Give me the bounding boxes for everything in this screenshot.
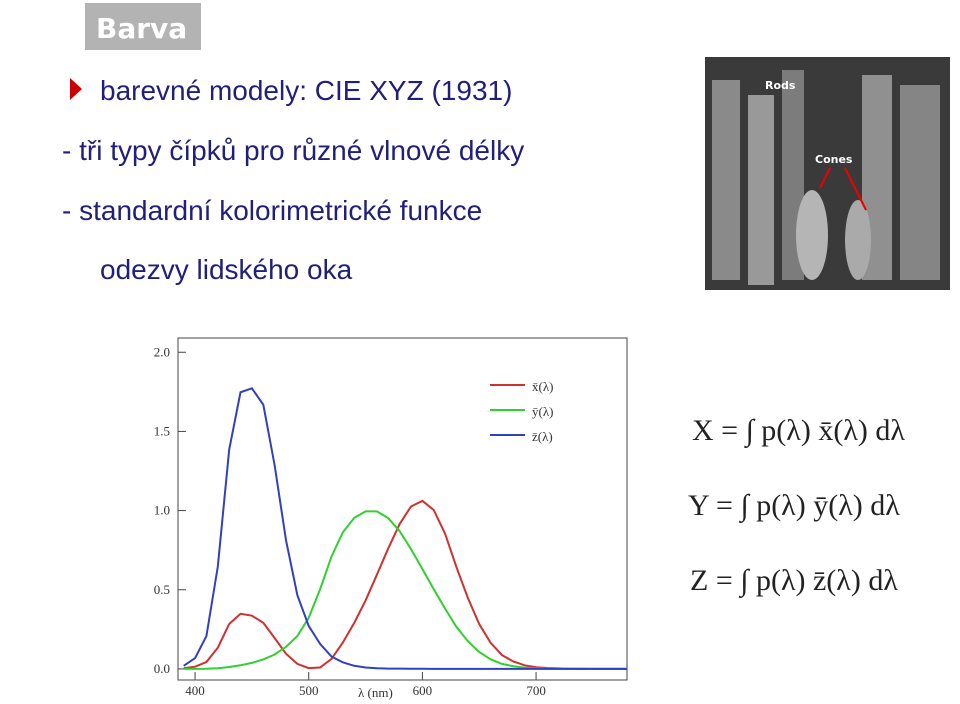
x-tick-label: 500 xyxy=(299,683,319,698)
legend-label: x̄(λ) xyxy=(532,379,553,394)
legend-label: ȳ(λ) xyxy=(532,404,553,419)
title-box xyxy=(85,3,201,50)
x-tick-label: 600 xyxy=(413,683,433,698)
equation: Z = ∫ p(λ) z̄(λ) dλ xyxy=(690,564,898,599)
x-tick-label: 700 xyxy=(526,683,546,698)
photo-label: Cones xyxy=(815,153,853,166)
x-axis-label: λ (nm) xyxy=(358,685,393,700)
bullet: - tři typy čípků pro různé vlnové délky xyxy=(62,135,524,166)
bullet-marker xyxy=(70,78,82,100)
photo: Rods Cones xyxy=(705,57,950,290)
y-tick-label: 0.0 xyxy=(154,661,170,676)
equation: Y = ∫ p(λ) ȳ(λ) dλ xyxy=(688,489,900,524)
data-line xyxy=(183,499,627,670)
y-tick-label: 0.5 xyxy=(154,582,170,597)
plot-frame xyxy=(177,337,628,681)
bullet: - standardní kolorimetrické funkce xyxy=(62,195,482,226)
photo-label: Rods xyxy=(765,79,796,92)
data-line xyxy=(183,387,627,670)
y-tick-label: 2.0 xyxy=(154,344,170,359)
x-tick-label: 400 xyxy=(185,683,205,698)
y-tick-label: 1.5 xyxy=(154,423,170,438)
data-line xyxy=(183,510,627,670)
equation: X = ∫ p(λ) x̄(λ) dλ xyxy=(692,414,905,449)
legend-label: z̄(λ) xyxy=(532,429,553,444)
y-tick-label: 1.0 xyxy=(154,503,170,518)
bullet: barevné modely: CIE XYZ (1931) xyxy=(100,75,512,106)
slide-title: Barva xyxy=(96,12,187,45)
bullet: odezvy lidského oka xyxy=(100,254,353,285)
